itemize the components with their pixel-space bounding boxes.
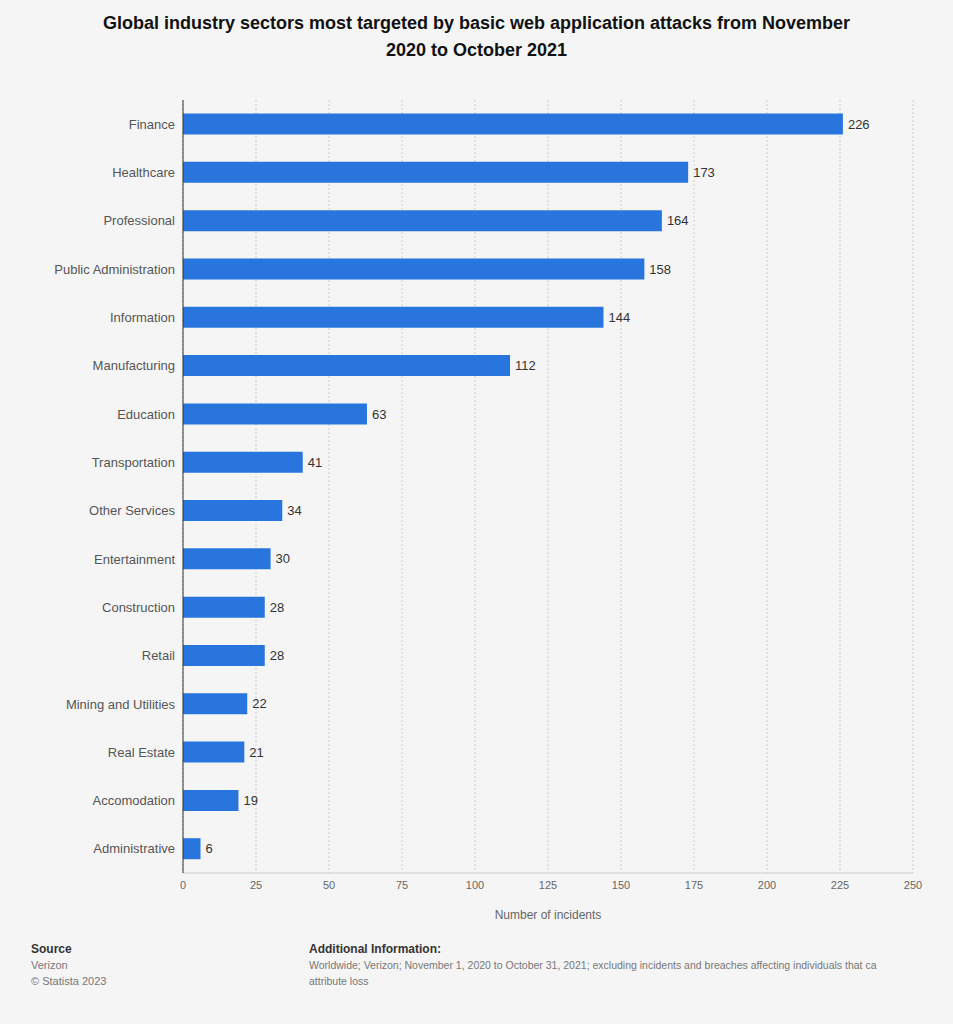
svg-text:63: 63 — [372, 407, 386, 422]
svg-text:Manufacturing: Manufacturing — [93, 358, 175, 373]
svg-text:Other Services: Other Services — [89, 503, 175, 518]
svg-text:173: 173 — [693, 165, 715, 180]
html-text:Worldwide; Verizon; November 1: Worldwide; Verizon; November 1, 2020 to … — [309, 959, 877, 971]
svg-text:150: 150 — [612, 879, 630, 891]
html-text:Verizon: Verizon — [31, 959, 68, 971]
svg-text:164: 164 — [667, 213, 689, 228]
svg-text:30: 30 — [276, 551, 290, 566]
svg-text:200: 200 — [758, 879, 776, 891]
html-text:Additional Information:: Additional Information: — [309, 942, 441, 956]
svg-text:Transportation: Transportation — [92, 455, 175, 470]
svg-text:Education: Education — [117, 407, 175, 422]
svg-text:226: 226 — [848, 117, 870, 132]
svg-text:34: 34 — [287, 503, 301, 518]
svg-text:Professional: Professional — [103, 213, 175, 228]
svg-text:Healthcare: Healthcare — [112, 165, 175, 180]
svg-text:Real Estate: Real Estate — [108, 745, 175, 760]
svg-text:158: 158 — [649, 262, 671, 277]
svg-text:Entertainment: Entertainment — [94, 552, 175, 567]
svg-text:112: 112 — [515, 358, 536, 373]
html-text:attribute loss: attribute loss — [309, 975, 369, 987]
svg-text:0: 0 — [180, 879, 186, 891]
svg-text:225: 225 — [831, 879, 849, 891]
svg-text:Mining and Utilities: Mining and Utilities — [66, 697, 176, 712]
svg-text:50: 50 — [323, 879, 335, 891]
svg-text:Accomodation: Accomodation — [93, 793, 175, 808]
svg-text:175: 175 — [685, 879, 703, 891]
svg-text:Retail: Retail — [142, 648, 175, 663]
html-text:Source: Source — [31, 942, 72, 956]
svg-text:250: 250 — [904, 879, 922, 891]
svg-text:75: 75 — [396, 879, 408, 891]
svg-text:Number of incidents: Number of incidents — [495, 908, 602, 922]
svg-text:144: 144 — [608, 310, 630, 325]
svg-text:6: 6 — [206, 841, 213, 856]
html-text:© Statista 2023: © Statista 2023 — [31, 975, 107, 987]
svg-text:125: 125 — [539, 879, 557, 891]
svg-text:21: 21 — [249, 745, 263, 760]
svg-text:Administrative: Administrative — [93, 841, 175, 856]
svg-text:Finance: Finance — [129, 117, 175, 132]
svg-text:Information: Information — [110, 310, 175, 325]
svg-text:Construction: Construction — [102, 600, 175, 615]
svg-text:19: 19 — [243, 793, 257, 808]
svg-text:28: 28 — [270, 648, 284, 663]
svg-text:100: 100 — [466, 879, 484, 891]
html-text:Global industry sectors most t: Global industry sectors most targeted by… — [102, 13, 851, 60]
svg-text:41: 41 — [308, 455, 322, 470]
svg-text:25: 25 — [250, 879, 262, 891]
svg-text:Public Administration: Public Administration — [54, 262, 175, 277]
svg-text:28: 28 — [270, 600, 284, 615]
svg-text:22: 22 — [252, 696, 266, 711]
